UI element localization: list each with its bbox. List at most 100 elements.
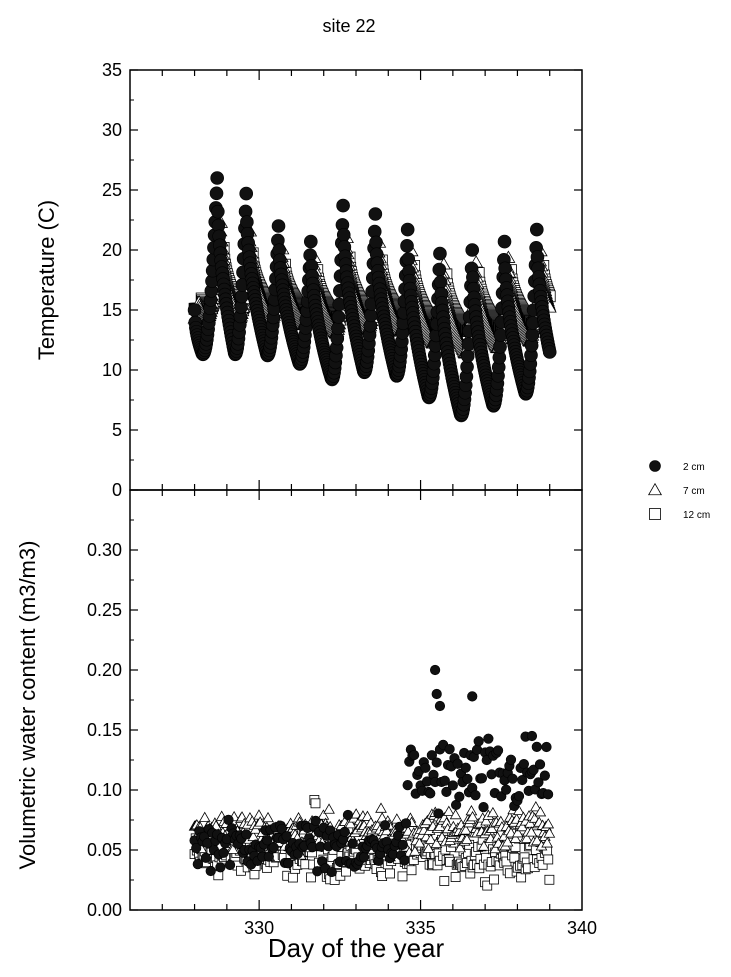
water-content-point-2cm	[402, 780, 413, 791]
water-content-point-12cm	[249, 869, 260, 880]
water-content-point-2cm	[467, 691, 478, 702]
water-content-ytick-label: 0.00	[87, 900, 122, 920]
water-content-point-12cm	[439, 876, 450, 886]
temperature-point-2cm	[433, 246, 447, 261]
temperature-ytick-label: 25	[102, 180, 122, 200]
water-content-point-7cm	[461, 833, 473, 844]
water-content-point-12cm	[310, 798, 321, 809]
temperature-points	[187, 171, 557, 423]
water-content-point-2cm	[409, 749, 420, 761]
water-content-point-2cm	[431, 688, 442, 700]
temperature-point-2cm	[401, 252, 416, 266]
water-content-point-7cm	[520, 832, 533, 843]
water-content-ytick-label: 0.20	[87, 660, 122, 680]
water-content-point-2cm	[441, 786, 452, 797]
water-content-point-2cm	[358, 852, 370, 863]
water-content-point-2cm	[539, 770, 550, 781]
water-content-point-7cm	[477, 840, 490, 851]
legend: 2 cm 7 cm 12 cm	[647, 460, 710, 521]
water-content-point-7cm	[323, 803, 335, 814]
water-content-point-2cm	[492, 745, 504, 756]
water-content-point-12cm	[489, 874, 499, 885]
water-content-point-12cm	[397, 871, 408, 882]
temperature-point-2cm	[368, 207, 383, 221]
water-content-point-2cm	[310, 815, 321, 826]
water-content-point-2cm	[218, 847, 229, 858]
water-content-point-12cm	[544, 874, 555, 885]
water-content-point-7cm	[501, 836, 514, 847]
water-content-point-7cm	[442, 805, 455, 816]
water-content-point-2cm	[444, 744, 455, 755]
water-content-point-2cm	[347, 838, 358, 849]
water-content-point-2cm	[483, 733, 494, 744]
water-content-point-7cm	[525, 826, 538, 837]
water-content-point-7cm	[480, 815, 492, 826]
temperature-ylabel: Temperature (C)	[34, 200, 59, 360]
water-content-point-2cm	[462, 773, 473, 784]
temperature-ytick-label: 35	[102, 60, 122, 80]
temperature-ytick-label: 15	[102, 300, 122, 320]
temperature-point-2cm	[460, 349, 475, 363]
temperature-ytick-label: 30	[102, 120, 122, 140]
water-content-xtick-label: 330	[244, 918, 274, 938]
water-content-point-7cm	[409, 845, 421, 856]
water-content-point-7cm	[421, 814, 434, 826]
water-content-point-7cm	[413, 837, 426, 848]
water-content-point-2cm	[339, 826, 350, 837]
water-content-point-2cm	[241, 829, 252, 840]
legend-marker-7cm	[647, 482, 663, 496]
water-content-point-2cm	[215, 862, 226, 873]
water-content-point-12cm	[537, 859, 548, 870]
water-content-ytick-label: 0.05	[87, 840, 122, 860]
water-content-point-2cm	[426, 750, 437, 761]
water-content-point-7cm	[543, 827, 556, 838]
water-content-point-7cm	[227, 843, 239, 854]
temperature-point-2cm	[433, 275, 448, 289]
water-content-point-12cm	[287, 872, 298, 883]
water-content-point-2cm	[400, 818, 412, 829]
water-content-point-12cm	[385, 868, 395, 879]
water-content-xtick-label: 340	[567, 918, 597, 938]
water-content-point-7cm	[390, 813, 403, 824]
water-content-point-7cm	[534, 806, 547, 817]
temperature-point-2cm	[211, 204, 225, 219]
water-content-ytick-label: 0.30	[87, 540, 122, 560]
water-content-point-2cm	[276, 823, 287, 835]
water-content-point-2cm	[420, 762, 431, 773]
water-content-ytick-label: 0.15	[87, 720, 122, 740]
water-content-point-12cm	[482, 880, 493, 891]
water-content-point-2cm	[262, 835, 273, 846]
water-content-point-2cm	[191, 842, 202, 854]
water-content-point-7cm	[198, 811, 211, 822]
water-content-point-2cm	[342, 809, 354, 821]
water-content-point-12cm	[306, 872, 316, 883]
temperature-point-2cm	[432, 262, 447, 277]
temperature-point-2cm	[530, 250, 545, 264]
temperature-point-2cm	[465, 243, 480, 257]
temperature-point-2cm	[331, 321, 345, 336]
temperature-ytick-label: 10	[102, 360, 122, 380]
water-content-point-2cm	[534, 759, 546, 770]
water-content-point-7cm	[529, 800, 542, 812]
water-content-point-7cm	[430, 837, 443, 849]
temperature-point-2cm	[466, 270, 480, 285]
temperature-point-2cm	[336, 198, 350, 213]
water-content-xlabel: Day of the year	[268, 933, 445, 963]
water-content-point-2cm	[281, 831, 292, 842]
water-content-point-2cm	[205, 865, 216, 877]
temperature-ytick-label: 20	[102, 240, 122, 260]
water-content-panel: 0.00 0.05 0.10 0.15 0.20 0.25 0.30 330 335 340 Vo…	[15, 489, 597, 963]
water-content-point-2cm	[433, 808, 444, 819]
water-content-point-2cm	[434, 700, 446, 712]
water-content-point-7cm	[350, 808, 363, 819]
water-content-ytick-label: 0.25	[87, 600, 122, 620]
water-content-point-2cm	[447, 780, 458, 791]
water-content-point-2cm	[200, 852, 211, 863]
water-content-point-2cm	[526, 730, 538, 742]
water-content-point-7cm	[466, 810, 479, 822]
water-content-point-7cm	[317, 809, 330, 820]
water-content-point-7cm	[375, 802, 387, 813]
water-content-point-2cm	[531, 741, 542, 752]
water-content-point-2cm	[478, 802, 489, 813]
